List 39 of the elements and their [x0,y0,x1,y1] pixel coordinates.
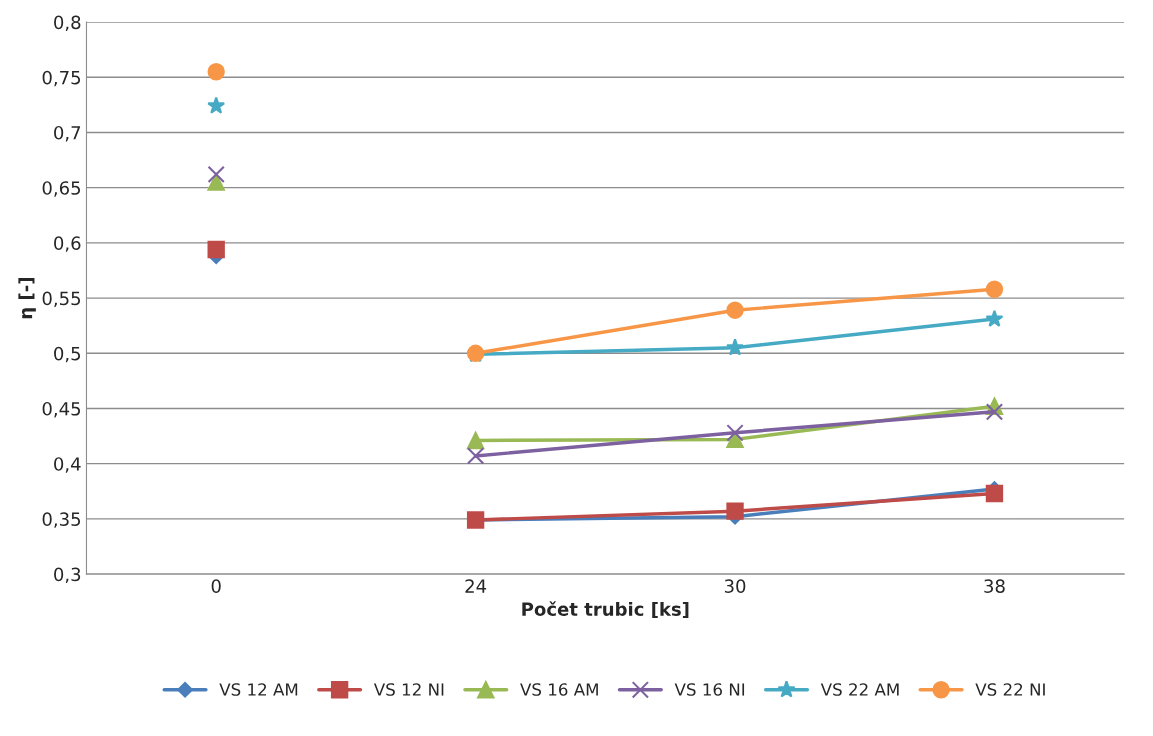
point [207,240,225,259]
point [466,431,485,450]
legend-label: VS 12 AM [219,683,298,696]
point [207,165,225,184]
point [726,301,744,319]
y-tick-label: 0,75 [42,70,81,87]
legend-label: VS 22 NI [975,683,1045,696]
x-axis-title: Počet trubic [ks] [522,601,689,619]
legend-label: VS 12 NI [373,683,444,696]
point [207,173,225,191]
x-tick-label: 0 [211,579,221,593]
point [985,484,1004,503]
point [985,309,1004,327]
y-tick-label: 0,6 [54,236,81,252]
point [207,96,226,114]
point [726,502,744,520]
legend-label: VS 16 NI [674,683,745,696]
y-tick-label: 0,55 [42,291,81,308]
x-tick-label: 38 [984,579,1005,593]
y-axis-title: η [-] [18,278,36,319]
legend-label: VS 22 AM [820,683,899,696]
x-tick-label: 30 [724,579,746,593]
y-tick-label: 0,3 [54,567,81,584]
y-tick-label: 0,5 [54,346,81,363]
y-tick-label: 0,8 [54,15,81,32]
point [985,403,1004,421]
point [726,338,744,356]
y-tick-label: 0,7 [54,125,81,142]
point [985,280,1004,298]
legend-label: VS 16 AM [520,683,598,696]
point [207,63,225,81]
y-tick-label: 0,4 [54,457,81,473]
y-tick-label: 0,65 [42,181,81,197]
y-tick-label: 0,45 [42,401,81,418]
point [726,424,744,442]
point [466,447,485,465]
x-tick-label: 24 [465,579,487,593]
y-tick-label: 0,35 [42,512,81,528]
point [726,430,744,449]
